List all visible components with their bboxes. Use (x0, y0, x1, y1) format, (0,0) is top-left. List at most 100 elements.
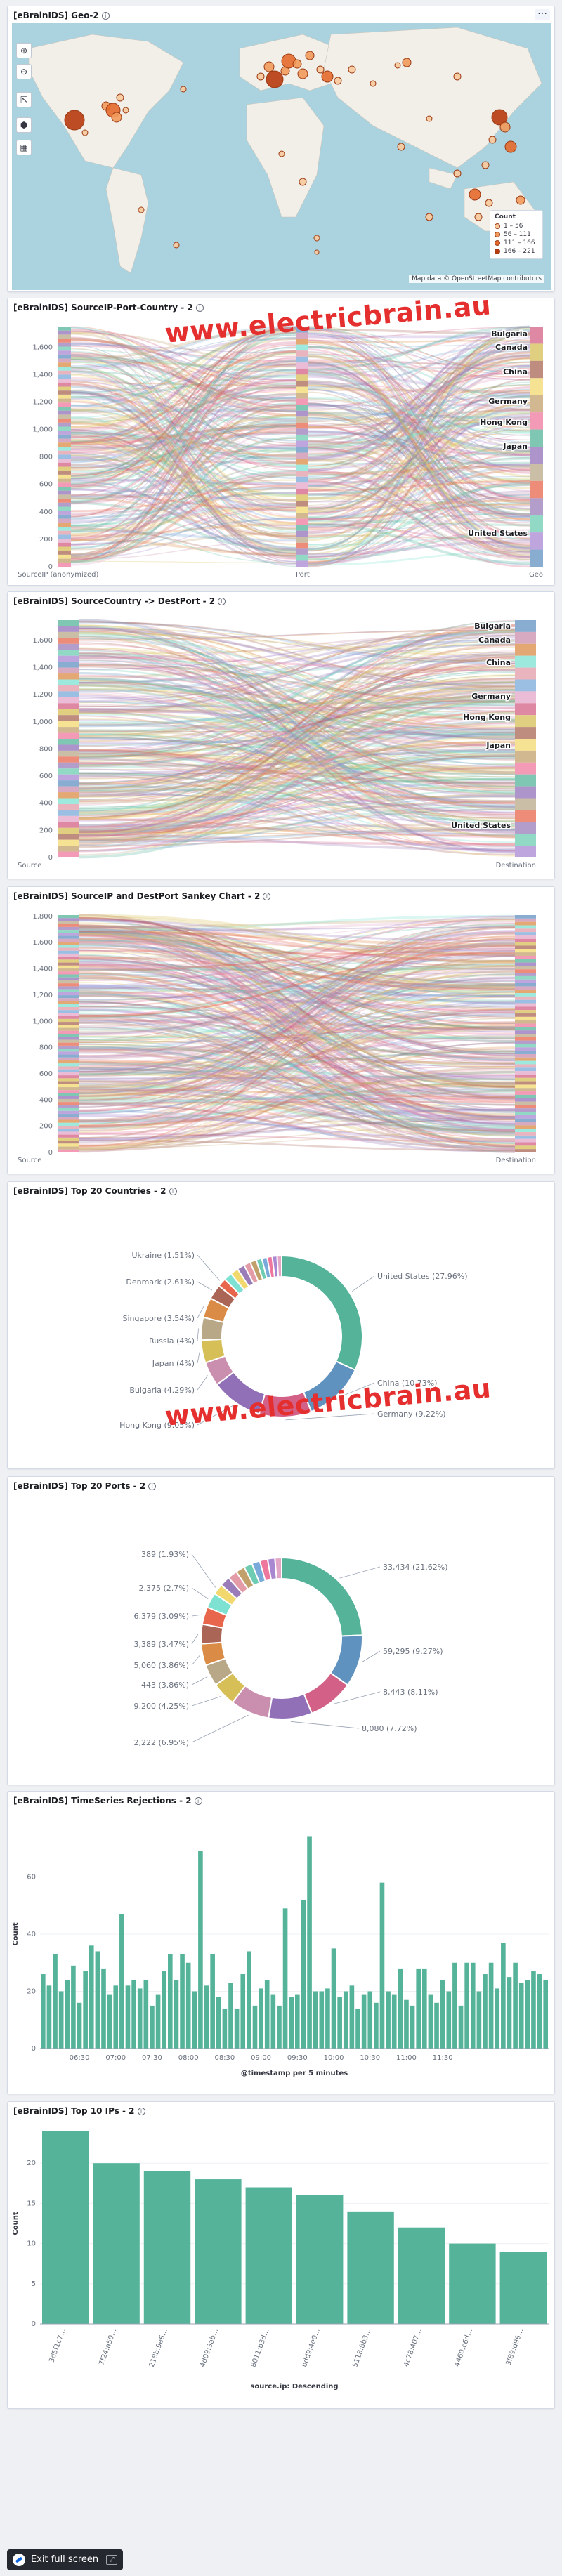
fit-bounds-icon[interactable]: ⇱ (16, 92, 32, 107)
zoom-out-icon[interactable]: ⊖ (16, 64, 32, 79)
map-attribution[interactable]: Map data © OpenStreetMap contributors (409, 275, 544, 283)
sankey-link (79, 1050, 516, 1141)
sankey-link (79, 735, 516, 744)
sankey-link (70, 341, 296, 431)
donut-chart[interactable]: 33,434 (21.62%)59,295 (9.27%)8,443 (8.11… (8, 1477, 555, 1785)
sankey-link (79, 926, 516, 1092)
sankey-link (79, 694, 516, 796)
sankey-link (308, 463, 531, 485)
draw-shape-icon[interactable]: ⬢ (16, 117, 32, 133)
sankey-node (58, 434, 71, 439)
country-node-label: Canada (495, 343, 528, 352)
sankey-link (79, 976, 516, 1028)
world-map[interactable] (8, 6, 555, 292)
sankey-link (70, 356, 296, 502)
info-icon[interactable]: i (194, 1797, 202, 1805)
bar (543, 1980, 548, 2049)
sankey-link (79, 943, 516, 1095)
sankey-link (79, 922, 516, 989)
sankey-link (79, 678, 516, 742)
sankey-link (70, 423, 296, 446)
bar (518, 1983, 524, 2049)
sankey-node (58, 342, 71, 347)
sankey-node (515, 921, 536, 926)
info-icon[interactable]: i (169, 1188, 177, 1195)
sankey-link (79, 638, 516, 749)
sankey-link (79, 715, 516, 846)
sankey-link (308, 513, 531, 525)
legend-item: 166 – 221 (495, 247, 538, 256)
sankey-link (308, 353, 531, 381)
sankey-link (70, 372, 296, 546)
sankey-node (58, 474, 71, 479)
x-tick-label: 10:30 (360, 2054, 380, 2062)
sankey-link (79, 640, 516, 701)
sankey-link (70, 374, 296, 553)
info-icon[interactable]: i (263, 893, 271, 900)
sankey-link (70, 422, 296, 550)
sankey-node (58, 631, 79, 638)
sankey-node (58, 1087, 79, 1091)
exit-full-screen-button[interactable]: Exit full screen ⤢ (7, 2549, 123, 2570)
sankey-node (296, 356, 308, 363)
panel-options-ellipsis-icon[interactable]: ··· (535, 8, 550, 20)
sankey-link (308, 341, 531, 474)
sankey-node (58, 846, 79, 852)
info-icon[interactable]: i (218, 598, 226, 605)
map-bubble (504, 140, 517, 153)
sankey-link (79, 950, 516, 1073)
sankey-link (79, 677, 516, 795)
sankey-node (515, 739, 536, 751)
sankey-link (70, 505, 296, 532)
sankey-node (515, 1016, 536, 1020)
layers-icon[interactable]: ▦ (16, 140, 32, 155)
map-bubble (370, 80, 377, 87)
sankey-node (58, 768, 79, 775)
bar (270, 1994, 276, 2049)
sankey-link (79, 686, 516, 836)
sankey-link (79, 1027, 516, 1044)
sankey-link (308, 416, 531, 522)
sankey-link (308, 345, 531, 443)
sankey-link (79, 1014, 516, 1153)
sankey-link (70, 342, 296, 367)
sankey-node (58, 1037, 79, 1040)
sankey-link (79, 1102, 516, 1153)
sankey-link (79, 1027, 516, 1039)
sankey-link (70, 350, 296, 436)
sankey-link (79, 931, 516, 996)
sankey-link (79, 622, 516, 665)
slice-label: Japan (4%) (152, 1359, 195, 1368)
info-icon[interactable]: i (195, 304, 204, 312)
sankey-node (530, 429, 543, 447)
info-icon[interactable]: i (101, 12, 110, 20)
sankey-node (515, 667, 536, 680)
sankey-link (79, 964, 516, 1133)
sankey-link (79, 784, 516, 834)
zoom-in-icon[interactable]: ⊕ (16, 43, 32, 58)
sankey-link (308, 485, 531, 558)
sankey-link (79, 1001, 516, 1099)
sankey-node (58, 620, 79, 626)
bar (137, 1988, 143, 2049)
sankey-link (79, 987, 516, 1003)
donut-chart[interactable]: United States (27.96%)China (10.73%)Germ… (8, 1182, 555, 1469)
sankey-chart[interactable]: 02004006008001,0001,2001,4001,6001,800So… (8, 887, 555, 1174)
sankey-link (79, 994, 516, 1008)
sankey-chart[interactable]: 02004006008001,0001,2001,4001,600SourceI… (8, 298, 555, 586)
sankey-link (308, 450, 531, 563)
sankey-link (79, 931, 516, 951)
info-icon[interactable]: i (137, 2108, 145, 2115)
sankey-link (79, 940, 516, 990)
sankey-link (308, 371, 531, 552)
sankey-link (79, 1103, 516, 1105)
info-icon[interactable]: i (148, 1483, 157, 1490)
sankey-link (308, 482, 531, 565)
sankey-link (79, 965, 516, 983)
sankey-link (79, 1098, 516, 1101)
sankey-link (79, 627, 516, 654)
